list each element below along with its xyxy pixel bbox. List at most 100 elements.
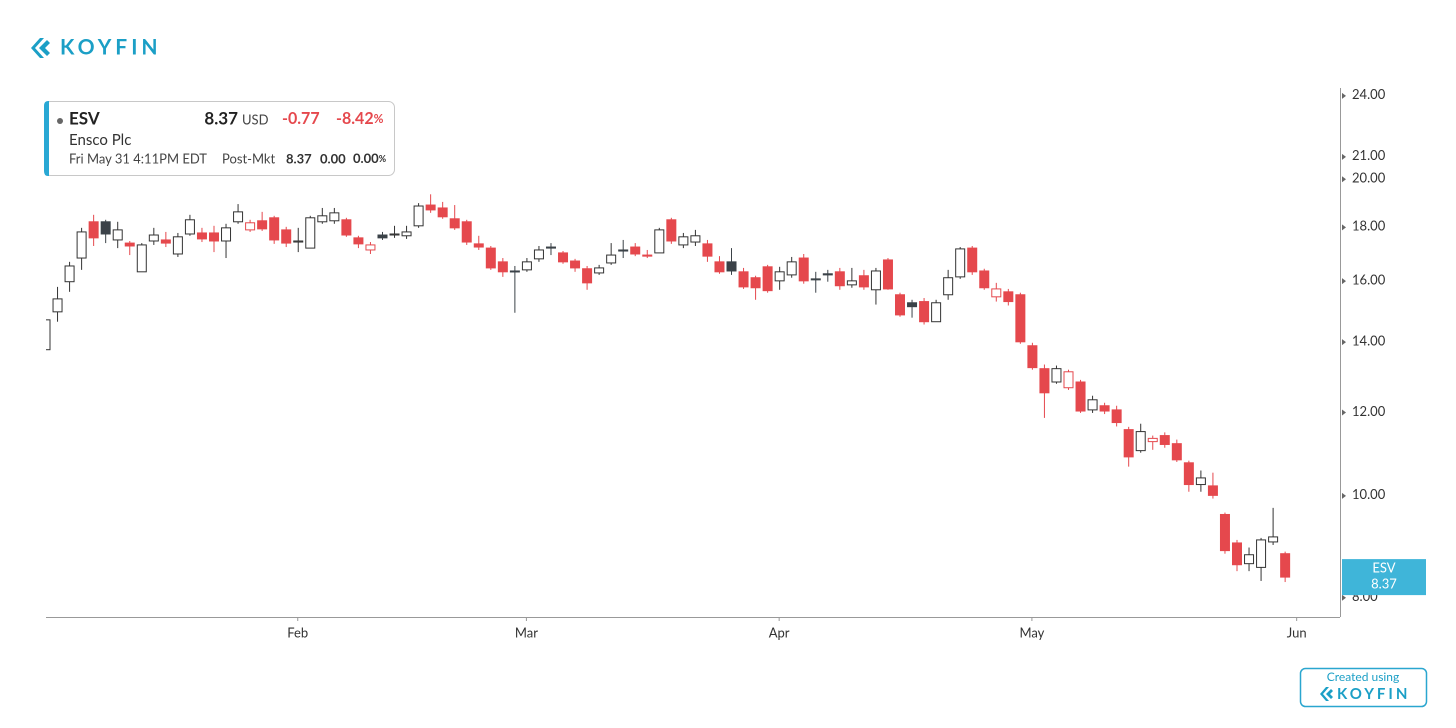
price: 8.37: [204, 107, 238, 128]
candle-body: [810, 278, 821, 281]
candles: [46, 194, 1291, 583]
candle-body: [389, 233, 400, 236]
candle-body: [690, 235, 701, 243]
y-tick-mark: [1342, 224, 1346, 231]
candle-body: [786, 261, 797, 276]
change: -0.77: [282, 109, 320, 128]
quote-box: ESV 8.37 USD -0.77 -8.42% Ensco Plc Fri …: [44, 100, 395, 177]
x-tick-label: May: [1019, 624, 1044, 640]
y-tick-label: 21.00: [1352, 147, 1386, 163]
candle-body: [1087, 399, 1098, 411]
candle-body: [1171, 443, 1182, 461]
candle-body: [1003, 291, 1014, 303]
logo[interactable]: KOYFIN: [31, 34, 162, 59]
candle-body: [221, 227, 232, 242]
candle-body: [521, 261, 532, 271]
candle-body: [148, 234, 159, 242]
candle-body: [46, 319, 51, 351]
candle-body: [1135, 431, 1146, 452]
candle-body: [413, 205, 424, 227]
change-pct: -8.42%: [336, 109, 384, 128]
candle-body: [329, 212, 340, 222]
candle-body: [136, 244, 147, 273]
y-tick-mark: [1342, 92, 1346, 99]
candle-body: [461, 221, 472, 243]
candle-body: [726, 261, 737, 272]
session-price: 8.37: [286, 150, 312, 166]
candle-body: [52, 298, 63, 313]
logo-text: KOYFIN: [60, 34, 162, 59]
candle-body: [377, 234, 388, 239]
candle-body: [1015, 294, 1026, 343]
candle-body: [1183, 462, 1194, 486]
candle-body: [473, 243, 484, 248]
candle-body: [991, 288, 1002, 298]
candle-body: [1099, 405, 1110, 412]
y-tick-mark: [1342, 339, 1346, 346]
candle-body: [184, 219, 195, 235]
y-tick-mark: [1342, 492, 1346, 499]
candle-body: [895, 294, 906, 316]
candle-body: [497, 261, 508, 273]
logo-icon: [31, 38, 44, 58]
footer-brand: KOYFIN: [1337, 685, 1410, 703]
candle-body: [1195, 477, 1206, 486]
candle-body: [931, 302, 942, 323]
candle-body: [570, 260, 581, 269]
candle-body: [257, 220, 268, 230]
y-tick-label: 14.00: [1352, 332, 1386, 348]
candle-body: [907, 302, 918, 308]
candle-body: [208, 232, 219, 242]
candle-body: [582, 268, 593, 284]
y-tick-label: 20.00: [1352, 170, 1386, 186]
symbol: ESV: [69, 107, 100, 128]
session: Post-Mkt: [222, 150, 276, 166]
currency: USD: [242, 111, 269, 127]
logo-icon: [39, 40, 50, 56]
price-tag-value: 8.37: [1371, 575, 1397, 591]
candle-body: [870, 270, 881, 291]
x-tick-label: Apr: [769, 624, 790, 640]
x-tick-label: Feb: [287, 624, 308, 640]
candle-body: [666, 219, 677, 242]
y-tick-label: 18.00: [1352, 218, 1386, 234]
candle-body: [1111, 409, 1122, 424]
price-tag-symbol: ESV: [1372, 559, 1395, 575]
candle-body: [196, 232, 207, 240]
candle-body: [846, 280, 857, 286]
candle-body: [1231, 542, 1242, 566]
session-change-pct-value: 0.00: [353, 150, 379, 166]
session-change-pct-unit: %: [379, 153, 387, 164]
candle-body: [1075, 381, 1086, 412]
candle-body: [1123, 429, 1134, 458]
y-tick-mark: [1342, 153, 1346, 160]
candle-body: [738, 271, 749, 288]
candle-body: [1280, 553, 1291, 578]
candle-body: [341, 219, 352, 236]
candle-body: [233, 211, 244, 223]
x-tick-label: Mar: [515, 624, 538, 640]
candle-body: [606, 254, 617, 264]
footer-badge[interactable]: Created using KOYFIN: [1299, 667, 1428, 708]
candle-body: [678, 236, 689, 246]
candle-body: [642, 254, 653, 257]
candle-body: [281, 229, 292, 244]
candle-body: [1051, 368, 1062, 383]
candle-body: [858, 275, 869, 288]
y-tick-mark: [1342, 409, 1346, 416]
candle-body: [88, 221, 99, 239]
candle-body: [353, 237, 364, 245]
candle-body: [834, 271, 845, 287]
session-change: 0.00: [320, 150, 346, 166]
candle-body: [654, 229, 665, 254]
y-tick-label: 12.00: [1352, 403, 1386, 419]
candle-body: [100, 221, 111, 235]
candle-body: [425, 204, 436, 211]
candle-body: [245, 222, 256, 231]
y-tick-label: 24.00: [1352, 86, 1386, 102]
candle-body: [630, 246, 641, 255]
candle-body: [714, 261, 725, 273]
candle-body: [558, 252, 569, 263]
candle-body: [955, 248, 966, 278]
